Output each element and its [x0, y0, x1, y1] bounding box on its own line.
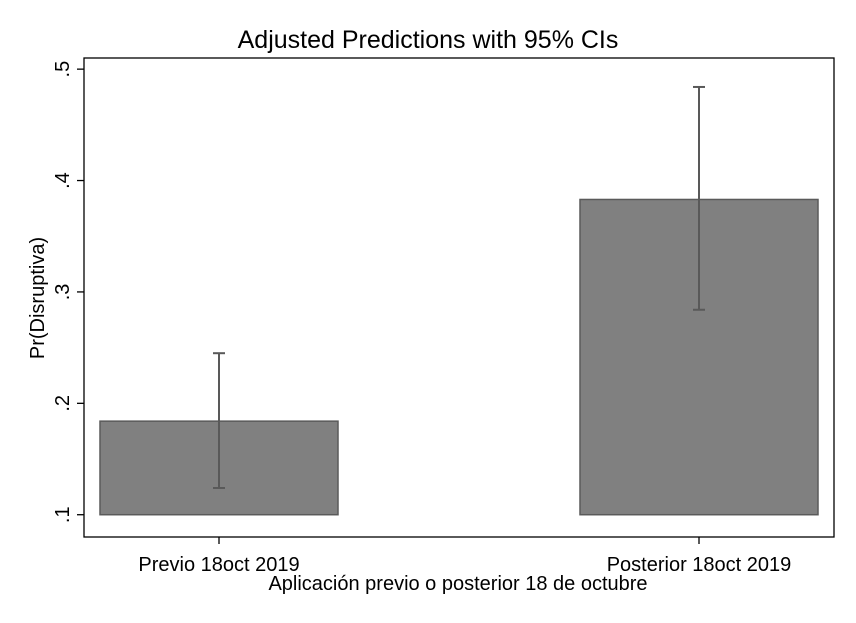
x-axis-label: Aplicación previo o posterior 18 de octu… — [268, 573, 647, 595]
y-tick-label: .2 — [52, 395, 74, 412]
y-tick-label: .4 — [52, 172, 74, 189]
plot-frame — [83, 57, 835, 538]
x-tick-label: Previo 18oct 2019 — [138, 554, 299, 576]
x-tick-label: Posterior 18oct 2019 — [607, 554, 792, 576]
chart-title: Adjusted Predictions with 95% CIs — [238, 26, 619, 54]
plot-area: .1 .2 .3 .4 .5 Previo 18oct 2019 Posterior 18o… — [52, 57, 835, 576]
y-tick-label: .1 — [52, 506, 74, 523]
y-tick-label: .5 — [52, 61, 74, 78]
y-tick-label: .3 — [52, 284, 74, 301]
y-axis-label: Pr(Disruptiva) — [27, 237, 49, 359]
